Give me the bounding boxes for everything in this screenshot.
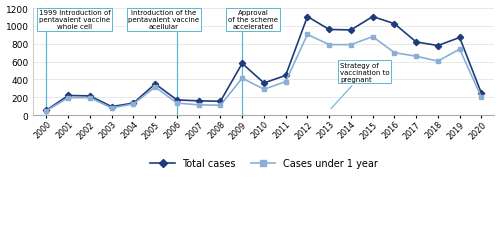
Legend: Total cases, Cases under 1 year: Total cases, Cases under 1 year bbox=[146, 155, 382, 173]
Text: Approval
of the scheme
accelerated: Approval of the scheme accelerated bbox=[228, 10, 278, 30]
Text: Introduction of the
pentavalent vaccine
acellular: Introduction of the pentavalent vaccine … bbox=[128, 10, 200, 30]
Text: Strategy of
vaccination to
pregnant: Strategy of vaccination to pregnant bbox=[331, 62, 390, 109]
Text: 1999 Introduction of
pentavalent vaccine
whole cell: 1999 Introduction of pentavalent vaccine… bbox=[39, 10, 111, 30]
